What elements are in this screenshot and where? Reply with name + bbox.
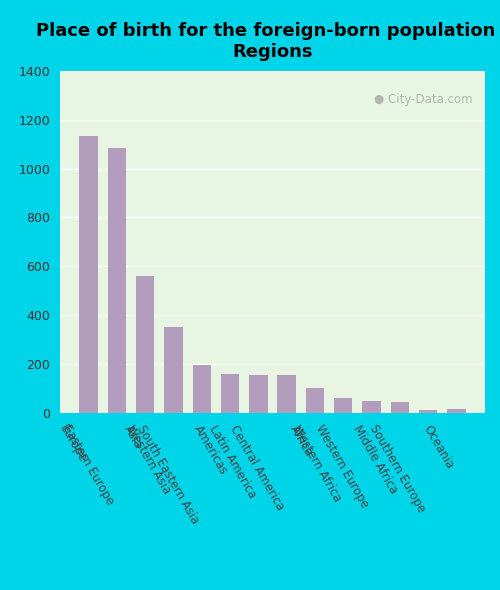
Title: Place of birth for the foreign-born population -
Regions: Place of birth for the foreign-born popu… xyxy=(36,22,500,61)
Bar xyxy=(249,375,268,413)
Bar xyxy=(334,398,352,413)
Bar xyxy=(192,365,211,413)
Bar xyxy=(164,327,182,413)
Bar xyxy=(80,136,98,413)
Bar xyxy=(362,401,381,413)
Bar xyxy=(136,276,154,413)
Bar xyxy=(419,410,438,413)
Bar xyxy=(448,409,466,413)
Bar xyxy=(390,402,409,413)
Text: ● City-Data.com: ● City-Data.com xyxy=(374,93,472,106)
Bar xyxy=(108,148,126,413)
Bar xyxy=(278,375,296,413)
Bar xyxy=(221,375,239,413)
Bar xyxy=(306,388,324,413)
